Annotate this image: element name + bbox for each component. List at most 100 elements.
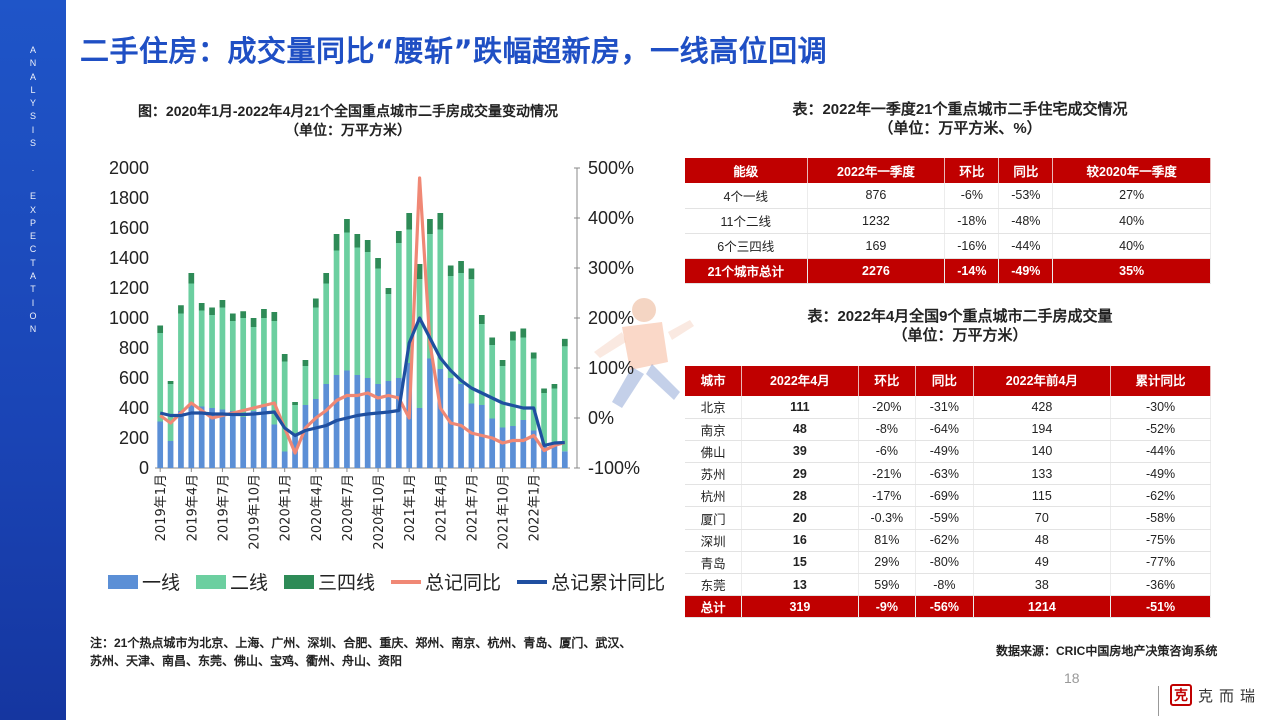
bar-tier2 <box>229 321 236 411</box>
data-source: 数据来源：CRIC中国房地产决策咨询系统 <box>996 644 1218 658</box>
legend-label: 二线 <box>230 573 269 594</box>
table-row: 6个三四线 169 -16% -44% 40% <box>685 233 1211 259</box>
bar-tier2 <box>292 405 298 434</box>
table-cell: 东莞 <box>685 573 743 597</box>
chart-title: 图：2020年1月-2022年4月21个全国重点城市二手房成交量变动情况 （单位… <box>98 102 598 140</box>
bar-tier34 <box>250 318 257 327</box>
logo-divider <box>1158 686 1159 716</box>
total-cell: -9% <box>858 595 917 619</box>
legend-label: 三四线 <box>318 573 376 594</box>
table-cell: -53% <box>998 183 1054 209</box>
y-left-tick-label: 200 <box>119 428 149 448</box>
bar-tier2 <box>458 273 464 384</box>
bar-tier1 <box>437 369 444 468</box>
bar-tier1 <box>302 405 309 468</box>
x-tick-label: 2020年7月 <box>341 474 356 541</box>
table-cell: 北京 <box>685 396 743 419</box>
bar-tier2 <box>406 229 413 363</box>
bar-tier34 <box>395 231 402 243</box>
bar-tier34 <box>344 219 350 233</box>
y-left-tick-label: 0 <box>139 458 149 478</box>
bar-tier34 <box>292 402 298 405</box>
sidebar-letter: A <box>29 71 36 82</box>
bar-tier34 <box>354 234 361 248</box>
sidebar-letter: X <box>29 204 36 215</box>
total-cell: 总计 <box>685 595 743 619</box>
page-number: 18 <box>1064 670 1080 686</box>
bar-tier2 <box>188 283 195 405</box>
table-cell: -44% <box>1110 440 1211 464</box>
table-cell: 428 <box>973 396 1112 419</box>
bar-tier34 <box>458 261 464 273</box>
column-header: 环比 <box>858 366 917 396</box>
bar-tier2 <box>281 361 288 452</box>
table-cell: 厦门 <box>685 506 743 530</box>
total-cell: -49% <box>998 258 1054 284</box>
bar-tier34 <box>229 313 236 321</box>
table-cell: 20 <box>741 506 859 530</box>
y-right-tick-label: 100% <box>588 358 634 378</box>
bar-tier34 <box>188 273 195 284</box>
sidebar-letter: I <box>31 297 35 308</box>
sidebar-letter: O <box>29 310 37 321</box>
bar-tier2 <box>468 279 475 404</box>
total-row: 总计 319 -9% -56% 1214 -51% <box>685 595 1211 619</box>
legend-item: 一线 <box>108 568 180 595</box>
sidebar-letter: L <box>30 84 36 95</box>
x-tick-label: 2020年1月 <box>279 474 294 541</box>
table-cell: -16% <box>944 233 1000 259</box>
bar-tier2 <box>499 366 506 428</box>
x-tick-label: 2020年10月 <box>372 474 387 550</box>
bar-tier34 <box>406 213 413 230</box>
table-cell: 29% <box>858 551 917 575</box>
bar-tier34 <box>489 337 496 345</box>
bar-tier34 <box>437 213 444 230</box>
bar-tier2 <box>261 318 267 407</box>
table-cell: -20% <box>858 396 917 419</box>
bar-tier34 <box>541 388 547 393</box>
bar-tier2 <box>437 229 444 369</box>
table-row: 厦门 20 -0.3% -59% 70 -58% <box>685 506 1211 530</box>
x-tick-label: 2021年7月 <box>465 474 480 541</box>
x-tick-label: 2020年4月 <box>310 474 325 541</box>
table-cell: 111 <box>741 396 859 419</box>
legend-label: 一线 <box>142 573 181 594</box>
table-row: 佛山 39 -6% -49% 140 -44% <box>685 440 1211 464</box>
bar-tier1 <box>510 426 516 468</box>
table-cell: -6% <box>944 183 1000 209</box>
table-cell: 13 <box>741 573 859 597</box>
table-cell: 深圳 <box>685 529 743 552</box>
table-row: 深圳 16 81% -62% 48 -75% <box>685 529 1211 552</box>
x-tick-label: 2021年4月 <box>434 474 449 541</box>
table-cell: -77% <box>1110 551 1211 575</box>
footnote-line2: 苏州、天津、南昌、东莞、佛山、宝鸡、衢州、舟山、资阳 <box>90 654 403 668</box>
bar-tier2 <box>323 283 330 384</box>
bar-tier1 <box>561 451 568 468</box>
table-cell: -8% <box>858 418 917 441</box>
table-row: 南京 48 -8% -64% 194 -52% <box>685 418 1211 441</box>
bar-tier1 <box>416 408 423 468</box>
table-cell: 27% <box>1052 183 1211 209</box>
table-cell: 28 <box>741 484 859 508</box>
table-cell: -17% <box>858 484 917 508</box>
column-header: 较2020年一季度 <box>1052 158 1211 183</box>
table-cell: -63% <box>915 462 974 486</box>
legend-swatch <box>517 579 548 584</box>
total-row: 21个城市总计 2276 -14% -49% 35% <box>685 258 1211 284</box>
bar-tier34 <box>209 307 215 315</box>
table-cell: 15 <box>741 551 859 575</box>
column-header: 2022年一季度 <box>807 158 946 183</box>
x-tick-label: 2021年1月 <box>403 474 418 541</box>
bar-tier2 <box>416 279 423 408</box>
table-cell: 38 <box>973 573 1112 597</box>
column-header: 同比 <box>915 366 974 396</box>
bar-tier34 <box>302 360 309 366</box>
sidebar-letter: T <box>30 284 36 295</box>
page-title: 二手住房：成交量同比“腰斩”跌幅超新房，一线高位回调 <box>80 34 828 68</box>
bar-tier2 <box>209 315 215 408</box>
bar-tier1 <box>520 420 527 468</box>
bar-tier2 <box>551 388 558 443</box>
column-header: 累计同比 <box>1110 366 1211 396</box>
y-left-tick-label: 1200 <box>109 278 149 298</box>
table2-title: 表：2022年4月全国9个重点城市二手房成交量 （单位：万平方米） <box>700 307 1220 345</box>
